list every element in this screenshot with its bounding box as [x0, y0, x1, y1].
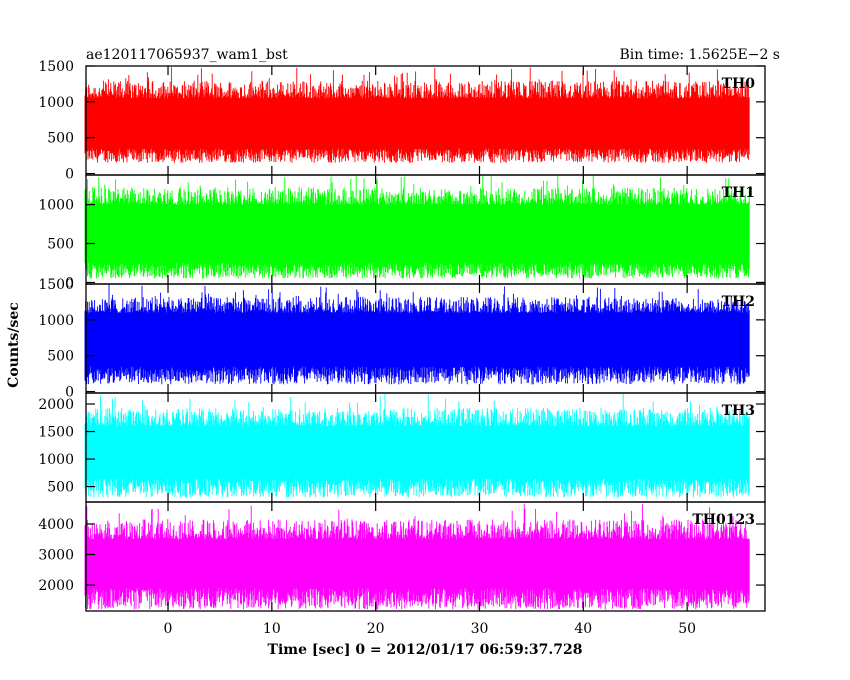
bin-time-label: Bin time: 1.5625E−2 s [619, 47, 780, 63]
y-tick-label-th3: 1500 [38, 425, 74, 441]
panel-label-th3: TH3 [722, 403, 755, 419]
chart-title: ae120117065937_wam1_bst [86, 47, 288, 63]
y-tick-label-th2: 1500 [38, 277, 74, 293]
y-tick-label-th0: 0 [65, 167, 74, 183]
x-tick-label: 10 [263, 621, 281, 637]
x-tick-label: 30 [471, 621, 489, 637]
x-tick-label: 50 [678, 621, 696, 637]
series-th1-trace [84, 175, 750, 279]
y-tick-label-th0123: 4000 [38, 517, 74, 533]
panel-label-th2: TH2 [722, 294, 755, 310]
x-tick-label: 0 [164, 621, 173, 637]
series-th0-trace [84, 67, 750, 163]
series-th3-trace [84, 393, 750, 498]
y-tick-label-th2: 1000 [38, 313, 74, 329]
x-tick-label: 20 [367, 621, 385, 637]
x-tick-label: 40 [574, 621, 592, 637]
y-axis-label: Counts/sec [6, 302, 22, 388]
y-tick-label-th3: 2000 [38, 397, 74, 413]
x-axis-label: Time [sec] 0 = 2012/01/17 06:59:37.728 [268, 642, 583, 658]
panel-label-th0: TH0 [722, 76, 756, 92]
y-tick-label-th1: 1000 [38, 198, 74, 214]
y-tick-label-th0: 500 [47, 131, 74, 147]
y-tick-label-th1: 500 [47, 237, 74, 253]
y-tick-label-th0: 1000 [38, 95, 74, 111]
y-tick-label-th3: 1000 [38, 452, 74, 468]
panels: 050010001500TH005001000TH1050010001500TH… [38, 59, 766, 637]
y-tick-label-th0123: 2000 [38, 578, 74, 594]
y-tick-label-th1: 0 [65, 275, 74, 291]
series-th2-trace [84, 284, 750, 385]
series-th0123-trace [84, 503, 750, 610]
y-tick-label-th0: 1500 [38, 59, 74, 75]
panel-label-th1: TH1 [722, 185, 755, 201]
panel-label-th0123: TH0123 [692, 512, 755, 528]
panel-th0123-frame [85, 501, 766, 612]
y-tick-label-th3: 500 [47, 480, 74, 496]
y-tick-label-th2: 500 [47, 349, 74, 365]
y-tick-label-th0123: 3000 [38, 548, 74, 564]
y-tick-label-th2: 0 [65, 385, 74, 401]
